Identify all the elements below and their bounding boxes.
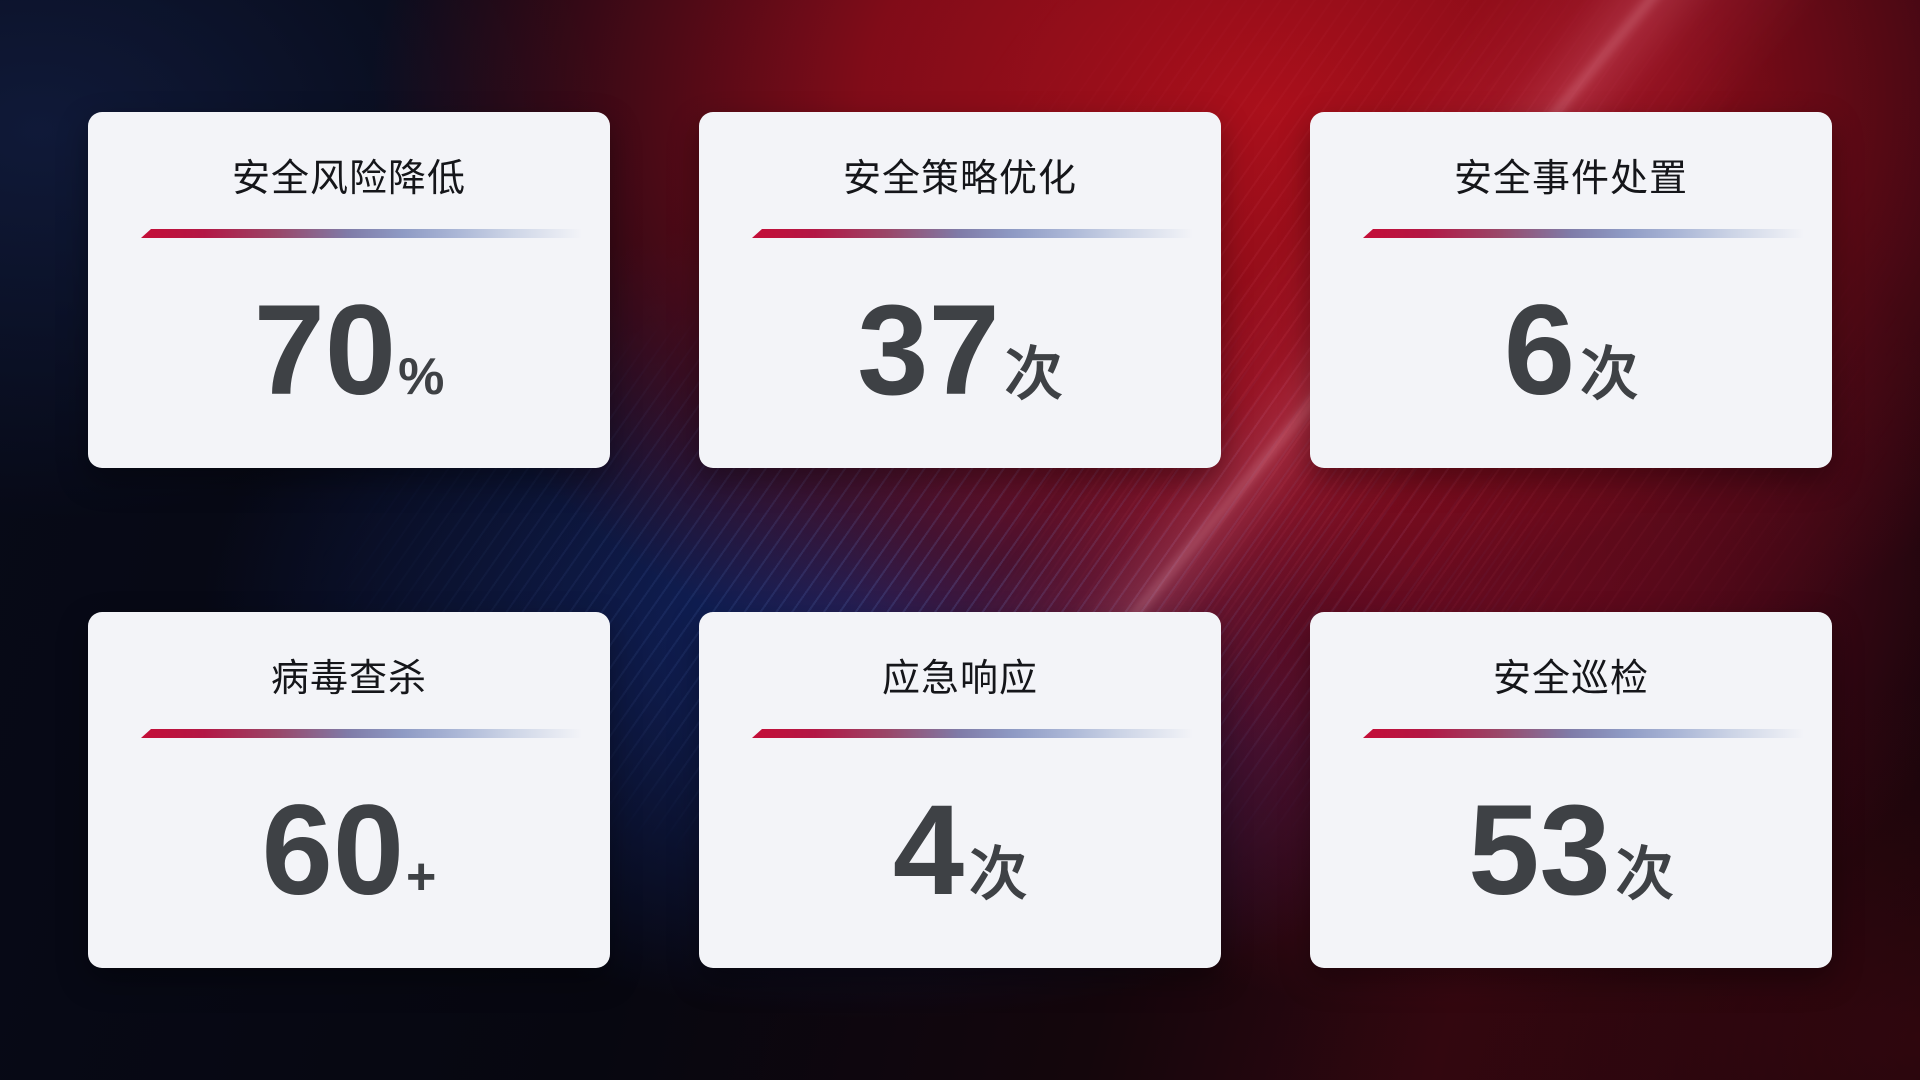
metric-title: 应急响应 <box>881 658 1038 700</box>
accent-gradient-line <box>1363 229 1813 238</box>
metric-value: 53 <box>1468 779 1611 922</box>
accent-gradient-line <box>141 729 591 738</box>
metric-unit: 次 <box>1580 342 1639 407</box>
metric-value-row: 6 次 <box>1310 287 1832 415</box>
metric-title: 安全事件处置 <box>1453 158 1688 200</box>
accent-gradient-line <box>141 229 591 238</box>
accent-gradient-line <box>752 729 1202 738</box>
metric-title: 安全巡检 <box>1492 658 1649 700</box>
metric-title: 安全策略优化 <box>842 158 1077 200</box>
metric-value-row: 53 次 <box>1310 787 1832 915</box>
metric-value: 60 <box>261 779 404 922</box>
metric-value: 70 <box>253 279 397 422</box>
metric-card-virus-scan: 病毒查杀 60 + <box>88 612 610 968</box>
metric-title: 安全风险降低 <box>231 158 466 200</box>
metric-unit: 次 <box>969 842 1028 907</box>
metric-cards-grid: 安全风险降低 70 % 安全策略优化 37 次 安全事件处置 6 次 病毒查杀 … <box>88 112 1832 968</box>
metric-value-row: 37 次 <box>699 287 1221 415</box>
metric-card-risk-reduction: 安全风险降低 70 % <box>88 112 610 468</box>
metric-unit: % <box>398 348 445 406</box>
metric-card-security-inspection: 安全巡检 53 次 <box>1310 612 1832 968</box>
metric-title: 病毒查杀 <box>270 658 427 700</box>
metric-value: 4 <box>892 779 965 922</box>
metric-value-row: 60 + <box>88 787 610 915</box>
accent-gradient-line <box>752 229 1202 238</box>
metric-value-row: 4 次 <box>699 787 1221 915</box>
metric-value-row: 70 % <box>88 287 610 415</box>
accent-gradient-line <box>1363 729 1813 738</box>
metric-card-emergency-response: 应急响应 4 次 <box>699 612 1221 968</box>
metric-card-policy-optimization: 安全策略优化 37 次 <box>699 112 1221 468</box>
metric-unit: + <box>406 848 437 906</box>
metric-value: 37 <box>857 279 1000 422</box>
metric-value: 6 <box>1503 279 1576 422</box>
metric-unit: 次 <box>1004 342 1063 407</box>
metric-unit: 次 <box>1615 842 1674 907</box>
metric-card-incident-handling: 安全事件处置 6 次 <box>1310 112 1832 468</box>
